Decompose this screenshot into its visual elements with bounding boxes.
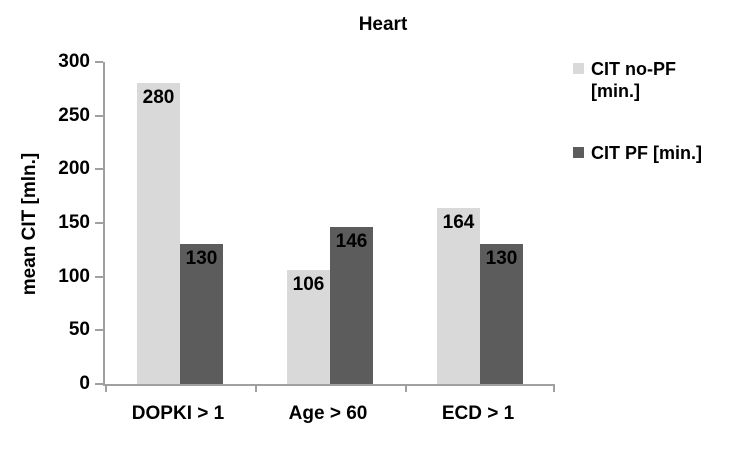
y-tick-mark — [95, 275, 103, 278]
x-tick-label: Age > 60 — [288, 403, 368, 424]
y-tick-label: 0 — [79, 373, 90, 394]
x-tick-mark — [405, 384, 407, 392]
bar-value-label: 164 — [442, 211, 475, 233]
y-tick-mark — [95, 222, 103, 224]
bar-value-label: 130 — [485, 248, 518, 270]
y-tick-label: 250 — [58, 104, 90, 126]
bar-value-label: 106 — [292, 274, 325, 296]
y-tick-label: 300 — [58, 51, 90, 72]
y-tick-label: 100 — [58, 265, 90, 287]
y-tick-mark — [95, 114, 103, 117]
legend-label: CIT PF [min.] — [591, 143, 702, 163]
legend-entry: CIT PF [min.] — [573, 142, 709, 164]
y-tick-mark — [95, 329, 103, 332]
bar-cit-no-pf: 106 — [287, 270, 330, 384]
x-tick-mark — [255, 384, 257, 392]
bar-cit-no-pf: 280 — [137, 83, 180, 384]
x-tick-label: DOPKI > 1 — [131, 403, 225, 424]
legend-label: CIT no-PF [min.] — [591, 59, 676, 101]
y-tick-mark — [95, 61, 103, 63]
chart-title: Heart — [358, 14, 408, 35]
plot-area: 280 130 106 146 164 130 — [95, 61, 555, 392]
bar-value-label: 280 — [142, 87, 175, 109]
x-tick-mark — [553, 384, 555, 392]
x-tick-mark — [105, 384, 107, 392]
bar-cit-pf: 130 — [180, 244, 223, 384]
y-tick-label: 150 — [58, 212, 90, 233]
legend-entry: CIT no-PF [min.] — [573, 58, 709, 102]
legend-swatch — [573, 63, 584, 74]
y-tick-mark — [95, 168, 103, 171]
x-tick-label: ECD > 1 — [441, 403, 515, 424]
bar-cit-pf: 130 — [480, 244, 523, 384]
legend-swatch — [573, 147, 584, 158]
bar-value-label: 146 — [335, 231, 368, 253]
y-tick-label: 200 — [58, 158, 90, 180]
y-tick-label: 50 — [68, 319, 90, 341]
bar-value-label: 130 — [185, 248, 218, 270]
bar-cit-no-pf: 164 — [437, 207, 480, 384]
y-tick-mark — [95, 383, 103, 385]
bar-cit-pf: 146 — [330, 227, 373, 384]
